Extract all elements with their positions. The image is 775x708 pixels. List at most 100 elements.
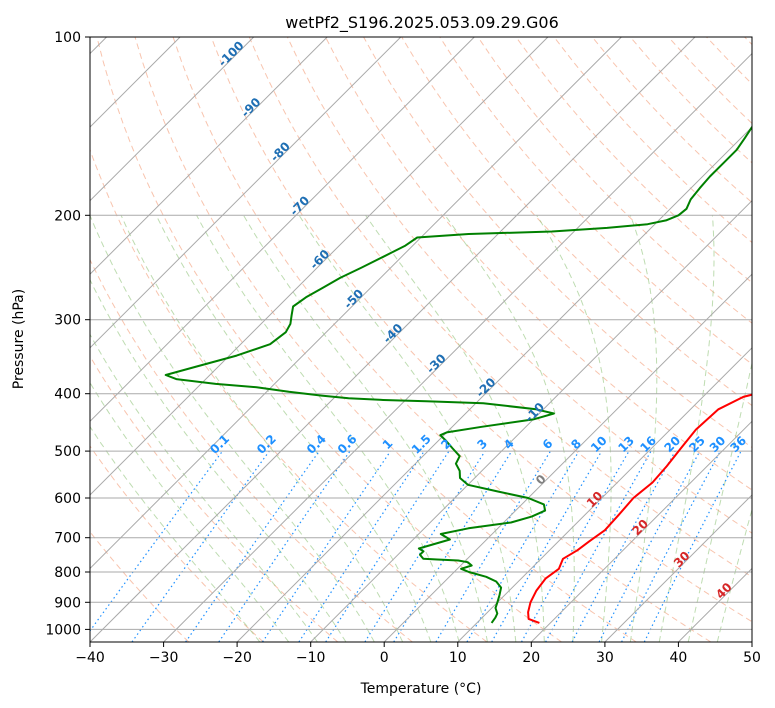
- moist-adiabat-line: [298, 215, 517, 642]
- isotherm-label: 40: [713, 580, 735, 602]
- x-tick-label: −40: [75, 650, 105, 666]
- mixing-ratio-line: [435, 450, 552, 642]
- temperature-trace: [527, 393, 752, 624]
- isotherm-line: [90, 37, 622, 570]
- moist-adiabat-line: [90, 381, 290, 642]
- mixing-ratio-line: [393, 450, 513, 642]
- isotherm-line: [457, 347, 752, 642]
- y-tick-label: 700: [54, 531, 81, 547]
- sounding-traces: [164, 125, 752, 624]
- y-tick-label: 600: [54, 491, 81, 507]
- isotherm-label: -80: [268, 139, 293, 164]
- isotherm-grid: [90, 37, 752, 642]
- mixing-ratio-label: 2: [438, 436, 454, 452]
- isotherm-label: -40: [380, 321, 405, 346]
- mixing-ratio-line: [571, 450, 676, 642]
- moist-adiabats: [90, 215, 752, 642]
- dry-adiabat-line: [629, 37, 752, 164]
- isotherm-line: [90, 37, 328, 275]
- dry-adiabat-line: [515, 37, 752, 284]
- x-tick-label: −20: [222, 650, 252, 666]
- dry-adiabat-line: [325, 37, 752, 491]
- dry-adiabat-line: [90, 531, 190, 642]
- mixing-ratio-label: 0.4: [304, 432, 329, 457]
- mixing-ratio-line: [364, 450, 486, 642]
- dry-adiabat-line: [90, 445, 264, 642]
- y-axis-ticks: 100 200 300 400 500 600 700 800 900 1000: [45, 30, 90, 638]
- x-tick-label: 30: [596, 650, 614, 666]
- mixing-ratio-line: [466, 450, 580, 642]
- isotherm-line: [90, 37, 549, 496]
- dry-adiabat-line: [248, 37, 752, 578]
- mixing-ratio-label: 0.6: [335, 432, 360, 457]
- moist-adiabat-line: [687, 360, 752, 642]
- mixing-ratio-label: 6: [540, 436, 556, 452]
- isotherm-label: 20: [629, 517, 651, 539]
- mixing-ratio-label: 8: [568, 436, 584, 452]
- y-tick-label: 1000: [45, 622, 81, 638]
- mixing-ratio-label: 36: [727, 433, 749, 455]
- mixing-ratio-label: 16: [637, 433, 659, 455]
- mixing-ratio-label: 0.1: [207, 432, 232, 457]
- mixing-ratio-line: [131, 450, 270, 642]
- moist-adiabat-line: [629, 215, 658, 642]
- mixing-ratio-label: 13: [615, 433, 637, 455]
- x-tick-label: 20: [522, 650, 540, 666]
- moist-adiabat-line: [90, 215, 375, 642]
- isotherm-label: 10: [584, 489, 606, 511]
- isotherm-line: [678, 567, 752, 642]
- dry-adiabat-line: [439, 37, 752, 365]
- y-tick-label: 200: [54, 208, 81, 224]
- chart-title: wetPf2_S196.2025.053.09.29.G06: [285, 13, 559, 33]
- dry-adiabat-line: [90, 258, 413, 642]
- x-tick-label: −10: [296, 650, 326, 666]
- mixing-ratio-line: [261, 450, 391, 642]
- isotherm-label: -100: [216, 38, 247, 69]
- mixing-ratio-line: [598, 450, 701, 642]
- x-tick-label: 10: [449, 650, 467, 666]
- mixing-ratio-label: 3: [474, 436, 490, 452]
- y-tick-label: 400: [54, 387, 81, 403]
- mixing-ratio-label: 0.2: [254, 432, 279, 457]
- plot-frame: [89, 36, 753, 643]
- pressure-grid: [90, 37, 752, 630]
- isotherm-line: [383, 273, 752, 642]
- dry-adiabat-line: [477, 37, 752, 324]
- isotherm-label: -20: [473, 375, 498, 400]
- dry-adiabat-line: [553, 37, 752, 244]
- isotherm-line: [310, 199, 752, 642]
- mixing-ratio-line: [298, 450, 425, 642]
- x-tick-label: 0: [380, 650, 389, 666]
- dry-adiabat-line: [744, 37, 752, 46]
- moist-adiabat-line: [536, 215, 612, 642]
- isotherm-line: [163, 52, 752, 642]
- x-tick-label: −30: [149, 650, 179, 666]
- isotherm-line: [604, 494, 752, 642]
- isotherm-label: -30: [424, 351, 449, 376]
- x-axis-ticks: −40 −30 −20 −10 0 10 20 30 40 50: [75, 642, 761, 666]
- mixing-ratio-line: [90, 450, 223, 632]
- moist-adiabat-line: [716, 507, 752, 642]
- moist-adiabat-line: [90, 425, 261, 642]
- mixing-ratio-line: [643, 450, 742, 642]
- isotherm-line: [90, 37, 402, 349]
- moist-adiabat-line: [90, 278, 347, 642]
- isotherm-line: [751, 641, 752, 642]
- isotherm-line: [90, 37, 475, 423]
- y-axis-label: Pressure (hPa): [11, 289, 27, 389]
- x-axis-label: Temperature (°C): [360, 681, 482, 697]
- isotherm-line: [90, 37, 255, 202]
- isotherm-label: -90: [238, 95, 263, 120]
- isotherm-label: -50: [341, 286, 366, 311]
- y-tick-label: 900: [54, 595, 81, 611]
- dewpoint-trace: [164, 125, 752, 624]
- isotherm-label: 0: [533, 472, 549, 488]
- dry-adiabat-line: [210, 37, 752, 623]
- y-tick-label: 300: [54, 313, 81, 329]
- moist-adiabat-line: [120, 215, 404, 642]
- dry-adiabat-line: [90, 355, 339, 642]
- moist-adiabat-line: [658, 215, 715, 642]
- moist-adiabat-line: [196, 215, 460, 642]
- y-tick-label: 500: [54, 444, 81, 460]
- isotherm-line: [90, 37, 696, 642]
